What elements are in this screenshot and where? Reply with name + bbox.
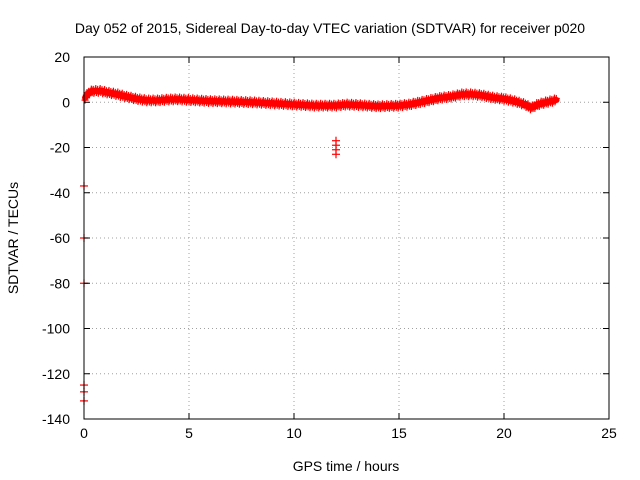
y-tick-label: -40 — [50, 185, 70, 201]
y-tick-label: -20 — [50, 140, 70, 156]
y-tick-label: 0 — [62, 94, 70, 110]
x-tick-label: 15 — [391, 425, 407, 441]
y-tick-label: -120 — [42, 366, 70, 382]
axis-ticks — [83, 56, 610, 420]
x-tick-label: 0 — [80, 425, 88, 441]
y-tick-label: -80 — [50, 275, 70, 291]
series-band — [82, 87, 560, 111]
data-point — [332, 150, 340, 159]
x-tick-label: 10 — [286, 425, 302, 441]
y-tick-label: 20 — [54, 49, 70, 65]
x-axis-label: GPS time / hours — [293, 458, 400, 474]
grid — [84, 57, 609, 419]
y-axis-label: SDTVAR / TECUs — [5, 182, 21, 294]
x-tick-label: 25 — [601, 425, 617, 441]
y-tick-labels: -140 -120 -100 -80 -60 -40 -20 0 20 — [42, 49, 70, 427]
y-tick-label: -60 — [50, 230, 70, 246]
x-tick-labels: 0 5 10 15 20 25 — [80, 425, 617, 441]
chart-title: Day 052 of 2015, Sidereal Day-to-day VTE… — [75, 20, 585, 36]
x-tick-label: 5 — [185, 425, 193, 441]
data-series — [80, 85, 560, 405]
y-tick-label: -140 — [42, 411, 70, 427]
y-tick-label: -100 — [42, 321, 70, 337]
x-tick-label: 20 — [496, 425, 512, 441]
